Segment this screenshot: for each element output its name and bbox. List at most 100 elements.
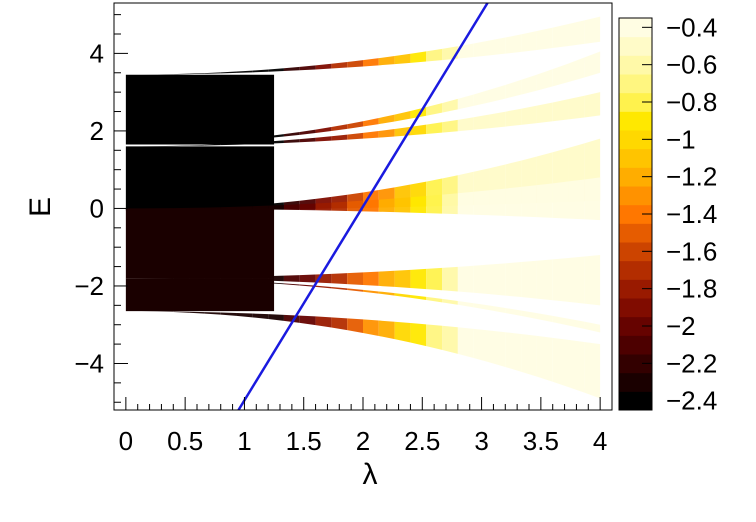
band-3-upper-segment [173, 207, 190, 209]
band-2-upper-segment [584, 92, 601, 118]
y-tick-label: 4 [90, 38, 104, 68]
band-3-upper-segment [552, 181, 569, 219]
colorbar-tick-label: −0.4 [666, 12, 717, 42]
band-2-upper-segment [521, 105, 537, 125]
band-3-lower-segment [410, 268, 427, 290]
band-3-lower-segment [568, 256, 585, 304]
band-3-lower-segment [331, 273, 348, 285]
band-4-upper-segment [473, 303, 490, 311]
band-2-upper-segment [283, 139, 300, 143]
colorbar-swatch [619, 148, 652, 168]
band-1-upper-segment [236, 70, 253, 73]
band-4-upper-segment [331, 286, 348, 291]
band-3-upper-segment [505, 186, 522, 217]
band-4-upper-segment [489, 305, 506, 313]
band-3-lower-segment [426, 267, 443, 291]
band-3-lower-segment [347, 272, 363, 285]
band-4-upper-segment [568, 318, 585, 329]
band-1-lower-segment [378, 114, 395, 125]
band-1-lower-segment [204, 140, 221, 143]
band-4-lower-segment [536, 335, 553, 382]
band-2-upper-segment [489, 111, 506, 129]
band-3-lower-segment [299, 274, 316, 283]
band-1-upper-segment [568, 20, 585, 47]
band-1-upper-segment [299, 65, 316, 71]
colorbar-tick-label: −1.4 [666, 199, 717, 229]
band-1-lower-segment [220, 139, 237, 142]
x-axis-title: λ [363, 458, 378, 491]
colorbar-tick-label: −1.6 [666, 236, 717, 266]
band-1-lower-segment [442, 98, 458, 113]
band-1-lower-segment [457, 94, 474, 110]
band-1-upper-segment [521, 31, 537, 52]
band-4-upper-segment [283, 283, 300, 286]
colorbar-swatch [619, 167, 652, 187]
band-4-upper-segment [189, 279, 205, 280]
colorbar-swatch [619, 111, 652, 131]
colorbar-swatch [619, 354, 652, 374]
band-2-upper-segment [473, 114, 490, 130]
band-3-upper-segment [457, 191, 474, 215]
x-tick-label: 0 [119, 426, 133, 456]
band-1-upper-segment [552, 24, 569, 49]
band-1-lower-segment [283, 131, 300, 137]
band-1-lower-segment [473, 89, 490, 106]
x-tick-label: 0.5 [167, 426, 203, 456]
band-3-upper-segment [394, 197, 411, 213]
band-1-lower-segment [189, 141, 205, 144]
band-4-upper-segment [347, 288, 363, 292]
band-4-lower-segment [315, 316, 332, 328]
band-3-lower-segment [473, 264, 490, 295]
band-1-lower-segment [363, 118, 379, 127]
band-1-upper-segment [378, 56, 395, 66]
colorbar-swatch [619, 260, 652, 280]
band-4-upper-segment [584, 321, 601, 333]
band-2-upper-segment [236, 142, 253, 145]
colorbar-swatch [619, 204, 652, 224]
band-1-lower-segment [331, 124, 348, 132]
band-2-upper-segment [505, 108, 522, 127]
band-1-upper-segment [394, 53, 411, 65]
band-3-lower-segment [505, 262, 522, 298]
band-3-block [125, 208, 275, 279]
band-1-lower-segment [268, 134, 284, 139]
colorbar-swatch [619, 298, 652, 318]
band-4-lower-segment [268, 314, 284, 321]
band-4-upper-segment [394, 293, 411, 298]
band-3 [125, 177, 601, 306]
band-3-lower-segment [378, 270, 395, 287]
band-4-block [125, 278, 275, 312]
colorbar: −0.4 −0.6 −0.8 −1 −1.2 −1.4 −1.6 −1.8 −2 −2.2 −2.4 [618, 12, 717, 416]
colorbar-swatch [619, 36, 652, 56]
band-4-lower-segment [426, 324, 443, 350]
band-4-lower-segment [378, 320, 395, 340]
band-3-lower-segment [442, 266, 458, 292]
band-1-upper-segment [489, 37, 506, 56]
colorbar-swatch [619, 316, 652, 336]
band-2-upper-segment [410, 124, 427, 136]
x-tick-label: 2 [356, 426, 370, 456]
band-4-lower-segment [173, 311, 190, 313]
band-3-upper-segment [331, 201, 348, 211]
band-4-lower-segment [473, 328, 490, 363]
band-4-lower-segment [347, 318, 363, 333]
band-1-upper-segment [536, 27, 553, 50]
colorbar-swatch [619, 74, 652, 94]
band-2-upper-segment [299, 137, 316, 143]
x-tick-label: 2.5 [404, 426, 440, 456]
colorbar-swatch [619, 18, 652, 38]
band-3-upper-segment [410, 195, 427, 214]
band-4-lower-segment [489, 330, 506, 367]
band-4-upper-segment [252, 281, 269, 284]
band-1-lower-segment [552, 63, 569, 87]
band-3-upper-segment [236, 206, 253, 210]
band-1-lower-segment [521, 74, 537, 95]
band-4-lower-segment [568, 339, 585, 393]
band-2-upper-segment [268, 140, 284, 144]
band-1-upper-segment [252, 69, 269, 73]
band-1-upper-segment [363, 58, 379, 67]
band-1-upper-segment [189, 73, 205, 75]
band-1-lower-segment [394, 110, 411, 122]
band-3-lower-segment [552, 257, 569, 302]
band-4-lower-segment [189, 311, 205, 314]
